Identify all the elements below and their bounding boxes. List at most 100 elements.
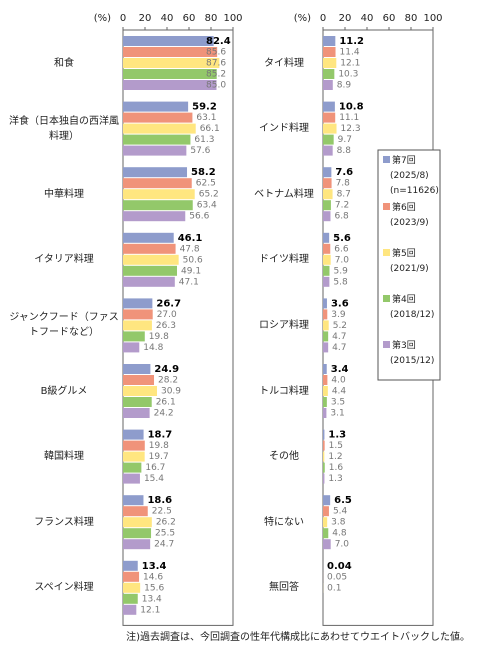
bar xyxy=(323,506,329,517)
value-label: 24.7 xyxy=(154,540,174,550)
value-label: 22.5 xyxy=(152,507,172,517)
category-label-box: ジャンクフード（ファストフードなど） xyxy=(9,312,119,339)
value-label: 28.2 xyxy=(158,376,178,386)
legend-swatch xyxy=(383,249,390,256)
bar xyxy=(323,429,325,440)
bar xyxy=(123,69,217,79)
bar xyxy=(323,123,337,134)
bar xyxy=(123,200,193,211)
category-label: 中華料理 xyxy=(44,188,84,200)
category-label: ベトナム料理 xyxy=(254,188,314,200)
value-label: 3.1 xyxy=(330,409,344,419)
category-label-box: インド料理 xyxy=(259,123,309,134)
legend-label: 第7回(2025/8) (n=11626) xyxy=(390,154,439,196)
value-label: 6.8 xyxy=(334,212,349,222)
x-tick-label: 60 xyxy=(383,13,396,24)
category-label-box: ドイツ料理 xyxy=(259,254,309,265)
bar xyxy=(123,232,174,243)
axis-unit: (%) xyxy=(94,13,111,24)
bar xyxy=(323,200,331,211)
value-label: 4.0 xyxy=(331,376,346,386)
bar xyxy=(323,528,329,539)
bar xyxy=(123,560,138,571)
value-label: 3.9 xyxy=(331,310,346,320)
value-label: 10.3 xyxy=(338,70,358,80)
value-label: 15.6 xyxy=(144,583,164,593)
value-label: 61.3 xyxy=(194,135,214,145)
value-label: 46.1 xyxy=(178,233,203,244)
category-label: タイ料理 xyxy=(264,57,304,69)
bar xyxy=(323,386,328,396)
category-label: ジャンクフード（ファストフードなど） xyxy=(9,312,119,339)
bar xyxy=(323,495,331,506)
value-label: 4.4 xyxy=(332,387,347,397)
bar xyxy=(123,211,186,222)
bar xyxy=(123,189,195,200)
bar xyxy=(323,69,335,79)
bar xyxy=(323,473,325,484)
category-label: B級グルメ xyxy=(40,385,88,397)
value-label: 30.9 xyxy=(161,387,181,397)
category-label: 韓国料理 xyxy=(44,451,84,463)
value-label: 1.5 xyxy=(329,441,343,451)
bar xyxy=(123,112,193,123)
value-label: 58.2 xyxy=(191,167,216,178)
bar xyxy=(123,528,152,539)
value-label: 6.5 xyxy=(334,495,352,506)
value-label: 26.2 xyxy=(156,518,176,528)
x-tick-label: 20 xyxy=(139,13,152,24)
bar xyxy=(323,80,333,90)
value-label: 0.1 xyxy=(327,583,341,593)
value-label: 0.05 xyxy=(327,572,347,582)
bar xyxy=(123,429,144,440)
category-label: 特にない xyxy=(264,516,304,528)
bar xyxy=(123,440,145,451)
legend-swatch xyxy=(383,203,390,210)
category-label: トルコ料理 xyxy=(259,385,309,397)
x-tick-label: 0 xyxy=(120,13,126,24)
x-tick-label: 80 xyxy=(405,13,418,24)
bar xyxy=(123,342,140,353)
bar xyxy=(323,539,331,550)
category-label-box: 特にない xyxy=(264,516,304,528)
value-label: 1.6 xyxy=(329,463,344,473)
category-label-box: トルコ料理 xyxy=(259,385,309,397)
bar xyxy=(323,309,328,320)
value-label: 3.8 xyxy=(331,518,346,528)
value-label: 3.4 xyxy=(331,364,349,375)
x-tick-label: 100 xyxy=(223,13,242,24)
value-label: 1.3 xyxy=(328,430,346,441)
bar xyxy=(323,364,327,374)
category-label-box: 和食 xyxy=(54,58,74,69)
category-label-box: その他 xyxy=(269,451,299,462)
value-label: 56.6 xyxy=(189,212,209,222)
value-label: 82.4 xyxy=(206,36,231,47)
bar xyxy=(123,604,137,615)
category-label-box: イタリア料理 xyxy=(34,254,94,265)
value-label: 7.0 xyxy=(335,255,350,265)
value-label: 63.1 xyxy=(196,113,216,123)
value-label: 1.2 xyxy=(328,452,342,462)
value-label: 8.9 xyxy=(337,81,352,91)
bar xyxy=(323,167,332,178)
bar xyxy=(123,408,150,418)
value-label: 24.2 xyxy=(154,409,174,419)
legend-label: 第4回(2018/12) xyxy=(390,293,434,320)
value-label: 11.1 xyxy=(339,113,359,123)
category-label-box: 中華料理 xyxy=(44,188,84,200)
value-label: 5.4 xyxy=(333,507,348,517)
category-label-box: 韓国料理 xyxy=(44,451,84,463)
bar xyxy=(123,58,220,68)
value-label: 24.9 xyxy=(154,364,179,375)
legend-swatch xyxy=(383,341,390,348)
value-label: 14.6 xyxy=(143,572,163,582)
value-label: 63.4 xyxy=(197,201,217,211)
category-label-box: 無回答 xyxy=(269,582,299,593)
value-label: 85.0 xyxy=(206,81,226,91)
bar xyxy=(123,462,142,473)
bar xyxy=(323,408,327,418)
x-tick-label: 20 xyxy=(339,13,352,24)
value-label: 13.4 xyxy=(142,594,162,604)
legend-swatch xyxy=(383,156,390,163)
